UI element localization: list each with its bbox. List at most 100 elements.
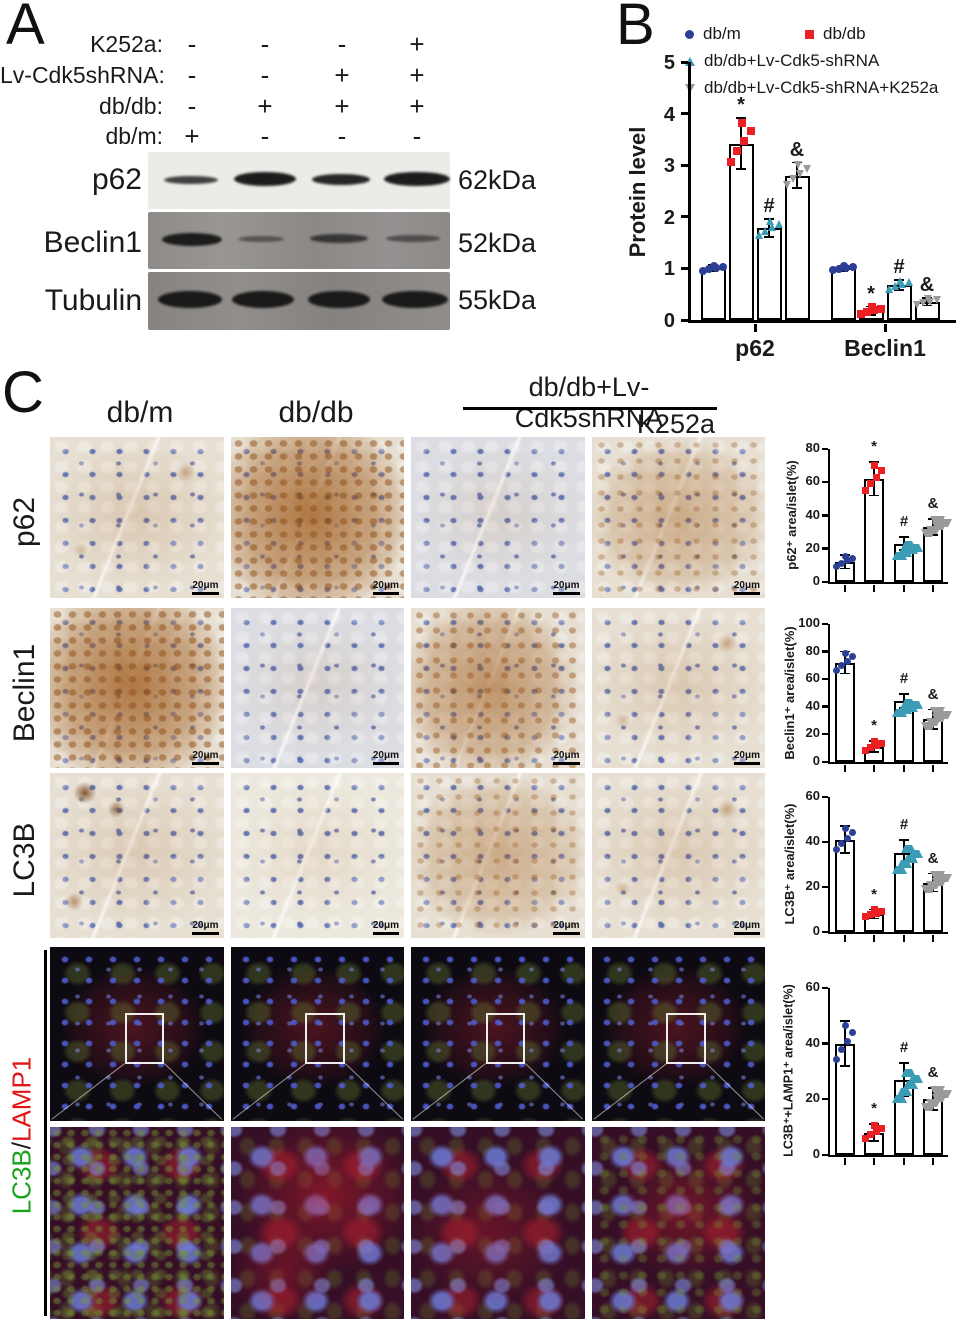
blot-label-tubulin: Tubulin xyxy=(44,284,142,317)
treatment-sign: + xyxy=(409,29,425,59)
c2-y-axis-label: Beclin1⁺ area/islet(%) xyxy=(782,626,797,760)
scale-bar: 20μm xyxy=(192,580,219,595)
blot-label-p62: p62 xyxy=(91,163,142,196)
ihc-image-beclin1-shrna-k252a: 20μm xyxy=(591,608,765,768)
protein-level-chart: 0 1 2 3 4 5 * # & * # & p62 Beclin1 xyxy=(664,53,956,361)
ihc-row-beclin1: 20μm 20μm 20μm 20μm xyxy=(50,608,765,768)
b-y-axis-label: Protein level xyxy=(625,126,650,258)
blot-band xyxy=(232,291,294,308)
treatment-sign: - xyxy=(260,29,270,59)
treatment-sign: - xyxy=(260,121,270,151)
ihc-row-p62: 20μm 20μm 20μm 20μm xyxy=(50,437,765,598)
treatment-sign: - xyxy=(187,29,197,59)
blot-band xyxy=(384,172,450,186)
treatment-row-lvcdk5shrna: Lv-Cdk5shRNA: - - + + xyxy=(0,60,460,90)
treatment-sign: - xyxy=(412,121,422,151)
scale-bar: 20μm xyxy=(733,750,760,765)
treatment-sign: + xyxy=(184,121,200,151)
inset-box xyxy=(485,1013,526,1064)
ihc-image-p62-shrna-k252a: 20μm xyxy=(591,437,765,598)
legend-item-shrna: db/db+Lv-Cdk5-shRNA xyxy=(685,51,879,71)
ihc-image-beclin1-dbm: 20μm xyxy=(50,608,224,768)
panel-a-label: A xyxy=(6,0,45,57)
lamp1-red-label: LAMP1 xyxy=(6,1056,37,1142)
inset-connector-lines xyxy=(51,1063,223,1120)
if-image-dbm xyxy=(50,947,224,1121)
lc3b-green-label: LC3B xyxy=(6,1149,37,1215)
ihc-image-lc3b-shrna: 20μm xyxy=(411,773,585,938)
fraction-divider-line xyxy=(463,407,717,410)
blot-band xyxy=(382,291,448,308)
if-zoom-image-shrna xyxy=(411,1127,585,1319)
triangle-up-marker-icon xyxy=(685,56,695,66)
blot-band xyxy=(312,174,370,185)
p62-area-chart: 0 20 40 60 80 * # & xyxy=(806,438,952,592)
treatment-sign: + xyxy=(334,60,350,90)
legend-item-dbm: db/m xyxy=(685,24,741,44)
blot-label-beclin1: Beclin1 xyxy=(43,226,142,259)
row-label-p62: p62 xyxy=(8,496,41,548)
blot-band xyxy=(308,291,370,308)
if-image-dbdb xyxy=(230,947,404,1121)
scale-bar: 20μm xyxy=(553,750,580,765)
treatment-label: db/db: xyxy=(99,93,163,119)
scale-bar: 20μm xyxy=(192,920,219,935)
ihc-image-beclin1-shrna: 20μm xyxy=(411,608,585,768)
legend-label: db/m xyxy=(703,24,741,43)
col-header-fraction-denominator: K252a xyxy=(636,409,715,439)
treatment-row-k252a: K252a: - - - + xyxy=(0,29,460,59)
row-label-beclin1: Beclin1 xyxy=(8,643,41,743)
blot-band xyxy=(234,172,296,186)
ihc-image-lc3b-dbm: 20μm xyxy=(50,773,224,938)
treatment-label: Lv-Cdk5shRNA: xyxy=(0,62,165,88)
inset-box xyxy=(124,1013,165,1064)
blot-band xyxy=(238,236,284,242)
square-marker-icon xyxy=(805,29,814,39)
westernblot-tubulin xyxy=(148,272,450,330)
inset-connector-lines xyxy=(412,1063,584,1120)
treatment-row-dbdb: db/db: - + + + xyxy=(0,91,460,121)
scale-bar: 20μm xyxy=(553,580,580,595)
scale-bar: 20μm xyxy=(372,580,399,595)
treatment-sign: - xyxy=(187,91,197,121)
if-zoom-image-dbm xyxy=(50,1127,224,1319)
ihc-image-p62-dbdb: 20μm xyxy=(230,437,404,598)
ihc-row-lc3b: 20μm 20μm 20μm 20μm xyxy=(50,773,765,938)
circle-marker-icon xyxy=(685,29,694,39)
col-header-dbdb: db/db xyxy=(278,396,354,429)
panel-b-label: B xyxy=(616,0,655,57)
panel-c-label: C xyxy=(2,360,44,425)
treatment-sign: + xyxy=(257,91,273,121)
blot-band xyxy=(162,233,222,246)
ihc-image-lc3b-shrna-k252a: 20μm xyxy=(591,773,765,938)
treatment-row-dbm: db/m: + - - - xyxy=(0,121,460,151)
blot-band xyxy=(164,176,218,184)
legend-label: db/db+Lv-Cdk5-shRNA xyxy=(704,51,880,70)
kda-label-55: 55kDa xyxy=(458,285,537,315)
treatment-label: K252a: xyxy=(90,31,163,57)
kda-label-62: 62kDa xyxy=(458,165,537,195)
treatment-sign: - xyxy=(187,60,197,90)
scale-bar: 20μm xyxy=(372,920,399,935)
legend-label: db/db+Lv-Cdk5-shRNA+K252a xyxy=(704,78,939,97)
kda-label-52: 52kDa xyxy=(458,228,537,258)
blot-band xyxy=(386,235,440,242)
ihc-image-lc3b-dbdb: 20μm xyxy=(230,773,404,938)
treatment-sign: + xyxy=(409,60,425,90)
if-row-high-mag xyxy=(50,1127,765,1319)
scale-bar: 20μm xyxy=(733,580,760,595)
inset-connector-lines xyxy=(592,1063,764,1120)
blot-band xyxy=(158,291,222,308)
col-header-dbm: db/m xyxy=(106,396,174,429)
scale-bar: 20μm xyxy=(372,750,399,765)
scale-bar: 20μm xyxy=(733,920,760,935)
scale-bar: 20μm xyxy=(553,920,580,935)
inset-box xyxy=(666,1013,706,1064)
legend-item-dbdb: db/db xyxy=(805,24,866,44)
westernblot-p62 xyxy=(148,152,450,209)
legend-label: db/db xyxy=(823,24,866,43)
blot-band xyxy=(310,234,368,243)
treatment-sign: - xyxy=(337,121,347,151)
if-rows-bracket-line xyxy=(44,950,47,1316)
